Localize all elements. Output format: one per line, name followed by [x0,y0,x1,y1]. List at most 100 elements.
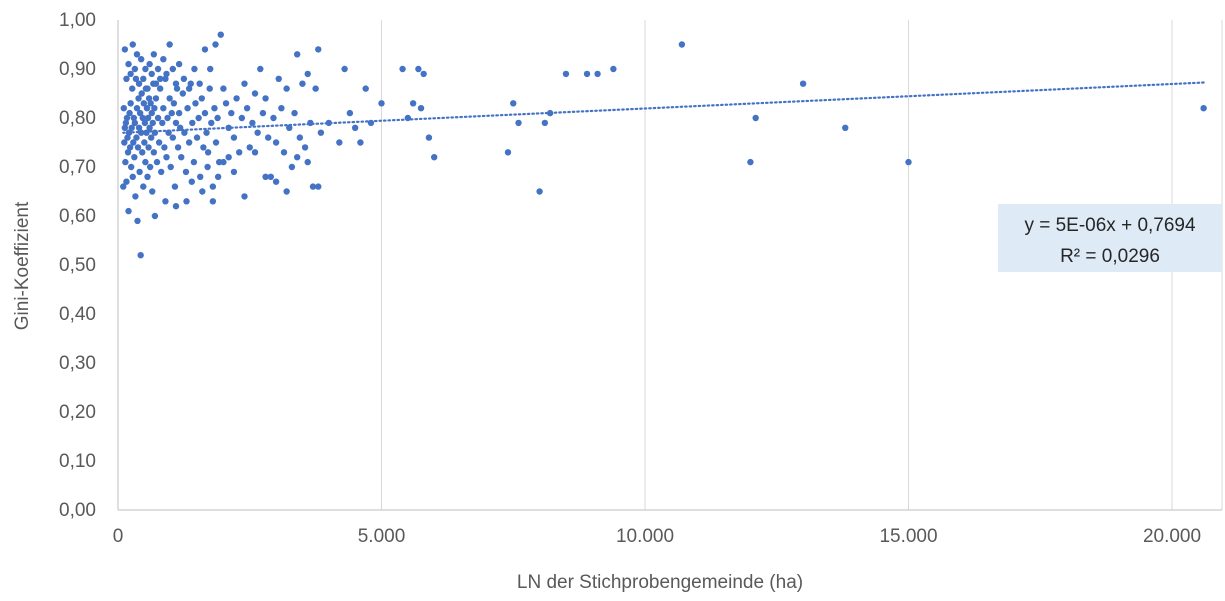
data-point [170,100,178,107]
y-tick-label: 0,10 [59,451,96,472]
data-point [304,158,311,166]
data-point [747,158,754,166]
data-point [166,95,173,102]
trendline-r-squared: R² = 0,0296 [1060,246,1160,267]
data-point [212,139,220,146]
data-point [172,80,180,87]
y-tick-label: 0,90 [59,59,96,80]
data-point [121,124,129,131]
y-tick-label: 0,20 [59,402,96,423]
data-point [140,183,147,190]
data-point [173,85,181,92]
data-point [185,139,193,146]
data-point [124,149,132,156]
data-point [296,134,304,141]
data-point [317,129,325,136]
data-point [341,65,348,73]
y-tick-label: 0,40 [59,304,96,325]
data-point [197,173,204,180]
data-point [188,178,195,185]
data-point [196,80,203,87]
x-tick-label: 10.000 [616,526,674,547]
data-point [301,144,309,151]
data-point [264,134,272,141]
data-point [144,173,151,180]
data-point [233,95,240,102]
data-point [241,80,248,87]
data-point [270,114,277,122]
x-axis-title: LN der Stichprobengemeinde (ha) [517,572,803,593]
data-point [678,41,686,48]
data-point [120,105,127,112]
data-point [159,119,166,127]
data-point [144,114,152,122]
data-point [146,163,154,171]
y-axis-ticks: 0,00 0,10 0,20 0,30 0,40 0,50 0,60 0,70 0,80 0,90… [59,10,96,521]
data-point [154,65,162,73]
data-point [201,46,209,53]
y-tick-label: 0,70 [59,157,96,178]
y-tick-label: 0,60 [59,206,96,227]
data-point [431,154,438,161]
data-point [312,85,319,92]
axes [117,20,1222,511]
data-point [164,114,171,122]
data-point [136,109,144,117]
data-point [160,56,167,63]
data-point [163,70,170,78]
data-point [536,188,543,195]
data-point [127,100,134,107]
data-point [275,75,282,83]
data-point [293,51,301,58]
x-axis-ticks: 0 5.000 10.000 15.000 20.000 [113,526,1201,547]
y-tick-label: 1,00 [59,10,96,31]
data-point [315,46,322,53]
data-point [211,105,218,112]
x-tick-label: 15.000 [879,526,937,547]
data-point [249,119,256,127]
data-point [199,188,206,195]
data-point [146,124,153,131]
data-point [145,144,152,151]
data-point [149,119,156,127]
data-point [610,65,617,73]
data-point [510,100,517,107]
data-point [183,198,190,205]
data-point [220,158,227,166]
data-point [166,41,173,48]
data-point [336,139,343,146]
data-point [562,70,570,78]
data-point [378,100,385,107]
data-point [425,134,433,141]
data-point [174,144,182,151]
data-point [212,41,219,48]
data-point [254,129,261,136]
data-point [346,109,354,117]
trendline-equation-box: y = 5E-06x + 0,7694 R² = 0,0296 [998,204,1222,272]
data-point [594,70,601,78]
x-tick-label: 0 [113,526,124,547]
data-point [191,65,198,73]
data-point [172,203,180,210]
data-point [143,105,151,112]
data-point [325,119,332,127]
data-point [126,144,134,151]
trendline-equation: y = 5E-06x + 0,7694 [1024,215,1196,236]
data-point [583,70,591,78]
data-point [842,124,849,131]
data-point [230,134,238,141]
data-point [420,70,427,78]
data-point [259,109,267,117]
data-point [138,90,145,97]
data-point [181,129,188,136]
data-point [238,114,246,122]
data-point [304,70,311,78]
data-point [163,154,170,161]
data-point [288,163,296,171]
data-point [362,85,369,92]
data-point [120,183,127,190]
data-point [156,85,164,92]
data-point [148,134,155,141]
data-point [121,46,129,53]
